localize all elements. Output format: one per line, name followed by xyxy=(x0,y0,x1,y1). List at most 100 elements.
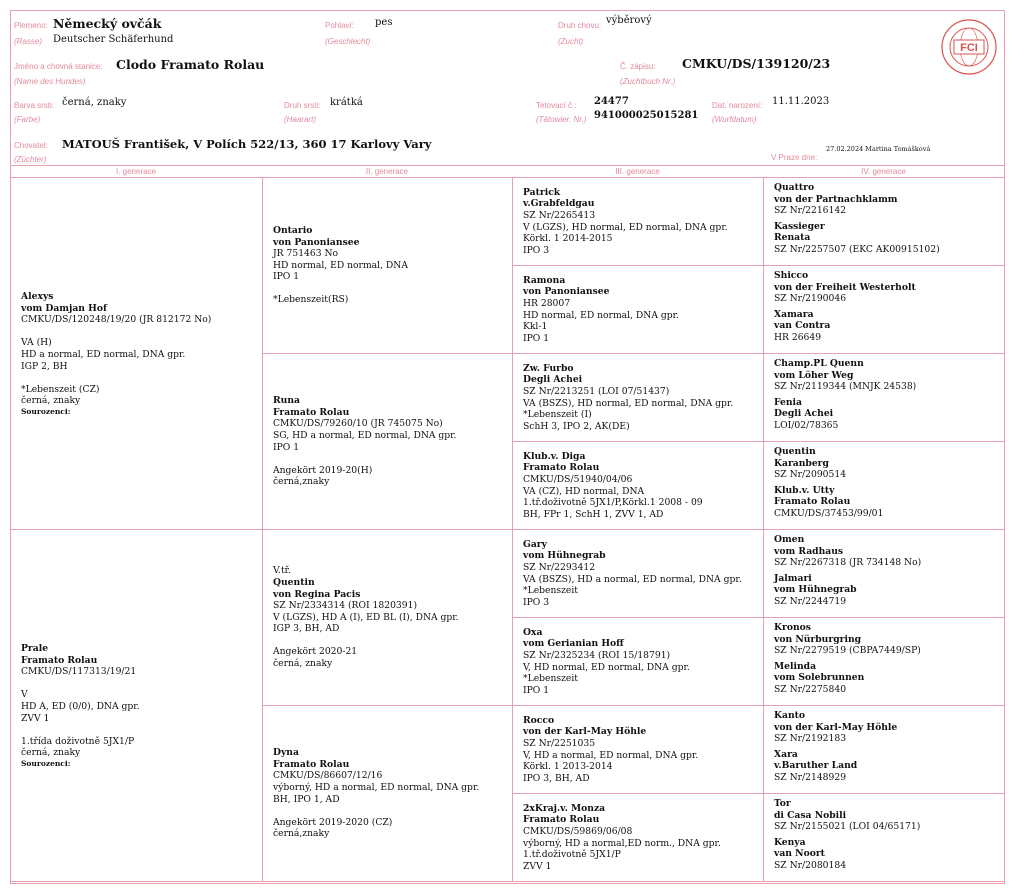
dog-info-line: HR 28007 xyxy=(523,297,571,309)
dog-info-line: SZ Nr/2325234 (ROI 15/18791) xyxy=(523,649,671,661)
ancestor-cell: Gary vom Hühnegrab SZ Nr/2293412 VA (BSZS),… xyxy=(512,529,764,618)
dog-info-line: černá, znaky xyxy=(21,395,81,407)
spacer xyxy=(21,678,252,690)
fci-logo: FCI xyxy=(941,19,997,75)
dog-name-line: Gary xyxy=(523,538,547,550)
dog-name-line: Melinda xyxy=(774,660,817,672)
dog-name-line: Alexys xyxy=(21,291,54,303)
siblings-label: Sourozenci: xyxy=(21,758,71,768)
dog-info-line: SZ Nr/2244719 xyxy=(774,595,847,607)
dog-name-line: Degli Achei xyxy=(774,408,834,420)
coat-color: černá, znaky xyxy=(62,97,127,108)
breed-de: Deutscher Schäferhund xyxy=(53,34,174,45)
dog-name-line: Framato Rolau xyxy=(273,406,350,418)
ancestor: Xara v.Baruther Land SZ Nr/2148929 xyxy=(774,749,994,784)
svg-text:FCI: FCI xyxy=(960,42,978,54)
coat-type: krátká xyxy=(330,97,363,108)
dog-name-line: van Noort xyxy=(774,848,825,860)
dog-name-line: von der Partnachklamm xyxy=(774,193,898,205)
dog-info-line: VA (CZ), HD normal, DNA xyxy=(523,485,645,497)
sex: pes xyxy=(375,17,393,28)
dog-info-line: ZVV 1 xyxy=(523,860,552,872)
breed-label-de: (Rasse) xyxy=(14,37,43,46)
siblings-label: Sourozenci: xyxy=(21,406,71,416)
dog-info-line: IGP 3, BH, AD xyxy=(273,623,340,635)
dog-info-line: CMKU/DS/59869/06/08 xyxy=(523,825,633,837)
ancestor-cell: Runa Framato Rolau CMKU/DS/79260/10 (JR 74… xyxy=(262,353,513,530)
dog-info-line: CMKU/DS/86607/12/16 xyxy=(273,770,383,782)
dog-name-line: vom Solebrunnen xyxy=(774,672,865,684)
dog-info-line: 1.tř.doživotně 5JX1/P,Körkl.1 2008 - 09 xyxy=(523,497,703,509)
issued-label: V Praze dne: xyxy=(771,153,818,162)
dog-info-line: HD a normal, ED normal, DNA gpr. xyxy=(21,349,186,360)
ancestor-cell: Klub.v. Diga Framato Rolau CMKU/DS/51940/0… xyxy=(512,441,764,530)
dog-info-line: V xyxy=(21,689,28,701)
gen-header-4: IV. generace xyxy=(763,165,1004,178)
color-label: Barva srsti: xyxy=(14,101,55,110)
dog-info-line: JR 751463 No xyxy=(273,248,339,260)
dog-info-line: *Lebenszeit xyxy=(523,585,578,597)
ancestor: Quattro von der Partnachklamm SZ Nr/221614… xyxy=(774,182,994,217)
tattoo-label-de: (Tätowier. Nr.) xyxy=(536,115,587,124)
ancestor: Fenia Degli Achei LOI/02/78365 xyxy=(774,397,994,432)
spacer xyxy=(273,453,502,465)
dog-name-line: Renata xyxy=(774,232,811,244)
dog-name-line: vom Damjan Hof xyxy=(21,302,107,314)
dog-info-line: SZ Nr/2090514 xyxy=(774,469,847,481)
dog-info-line: IPO 1 xyxy=(273,271,300,283)
tattoo: 24477 xyxy=(594,96,629,107)
ancestor-pair-cell: Kanto von der Karl-May Höhle SZ Nr/2192183… xyxy=(763,705,1005,794)
dog-info-line: SZ Nr/2279519 (CBPA7449/SP) xyxy=(774,645,921,657)
ancestor: Quentin Karanberg SZ Nr/2090514 xyxy=(774,446,994,481)
dog-name-line: Kassieger xyxy=(774,220,825,232)
dog-info-line: SZ Nr/2213251 (LOI 07/51437) xyxy=(523,385,670,397)
dog-info-line: HR 26649 xyxy=(774,331,822,343)
dog-info-line: SZ Nr/2119344 (MNJK 24538) xyxy=(774,381,917,393)
ancestor-pair-cell: Shicco von der Freiheit Westerholt SZ Nr/2… xyxy=(763,265,1005,354)
dog-info-line: SZ Nr/2267318 (JR 734148 No) xyxy=(774,557,922,569)
gen-header-2: II. generace xyxy=(262,165,512,178)
dog-info-line: SZ Nr/2216142 xyxy=(774,205,847,217)
dog-name-line: von Nürburgring xyxy=(774,633,862,645)
ancestor-cell: Ontario von Panoniansee JR 751463 No HD nor… xyxy=(262,177,513,354)
dog-info-line: IGP 2, BH xyxy=(21,360,68,372)
dog-info-line: SZ Nr/2251035 xyxy=(523,737,596,749)
dog-name-line: Framato Rolau xyxy=(21,654,98,666)
dog-info-line: CMKU/DS/117313/19/21 xyxy=(21,666,137,678)
spacer xyxy=(21,372,252,384)
dog-info-line: Körkl. 1 2013-2014 xyxy=(523,761,613,773)
dog-info-line: SZ Nr/2148929 xyxy=(774,771,847,783)
sex-label-de: (Geschlecht) xyxy=(325,37,371,46)
dog-name-line: Kronos xyxy=(774,622,811,633)
dog-name-line: von Regina Pacis xyxy=(273,588,361,600)
name-label-de: (Name des Hundes) xyxy=(14,77,86,86)
breed-label: Plemeno: xyxy=(14,21,48,30)
dog-name-line: Framato Rolau xyxy=(523,462,600,474)
dog-name-line: Fenia xyxy=(774,396,802,408)
spacer xyxy=(21,724,252,736)
dob-label-de: (Wurfdatum) xyxy=(712,115,757,124)
dog-name-line: Klub.v. Utty xyxy=(774,484,835,496)
ancestor: Kanto von der Karl-May Höhle SZ Nr/2192183 xyxy=(774,710,994,745)
dog-info-line: *Lebenszeit xyxy=(523,673,578,685)
dog-name-line: Karanberg xyxy=(774,457,829,469)
dog-info-line: LOI/02/78365 xyxy=(774,419,839,431)
spacer xyxy=(273,635,502,647)
dog-info-line: SZ Nr/2293412 xyxy=(523,561,596,573)
breeder-label: Chovatel: xyxy=(14,141,48,150)
dog-info-line: Körkl. 1 2014-2015 xyxy=(523,233,613,245)
ancestor: Kassieger Renata SZ Nr/2257507 (EKC AK0091… xyxy=(774,221,994,256)
dog-name-line: Ontario xyxy=(273,224,313,236)
ancestor-cell: Prale Framato Rolau CMKU/DS/117313/19/21 V H… xyxy=(10,529,263,882)
dog-info-line: SZ Nr/2275840 xyxy=(774,683,847,695)
ancestor-cell: Zw. Furbo Degli Achei SZ Nr/2213251 (LOI 0… xyxy=(512,353,764,442)
dog-info-line: SZ Nr/2192183 xyxy=(774,733,847,745)
dog-name: Clodo Framato Rolau xyxy=(116,57,265,72)
dog-info-line: CMKU/DS/120248/19/20 (JR 812172 No) xyxy=(21,314,212,326)
ancestor-cell: Oxa vom Gerianian Hoff SZ Nr/2325234 (ROI … xyxy=(512,617,764,706)
dog-info-line: *Lebenszeit(RS) xyxy=(273,294,349,306)
dog-name-line: vom Gerianian Hoff xyxy=(523,638,624,650)
dog-name-line: Zw. Furbo xyxy=(523,362,574,374)
dog-info-line: *Lebenszeit (I) xyxy=(523,409,592,421)
dog-info-line: Kkl-1 xyxy=(523,321,548,333)
